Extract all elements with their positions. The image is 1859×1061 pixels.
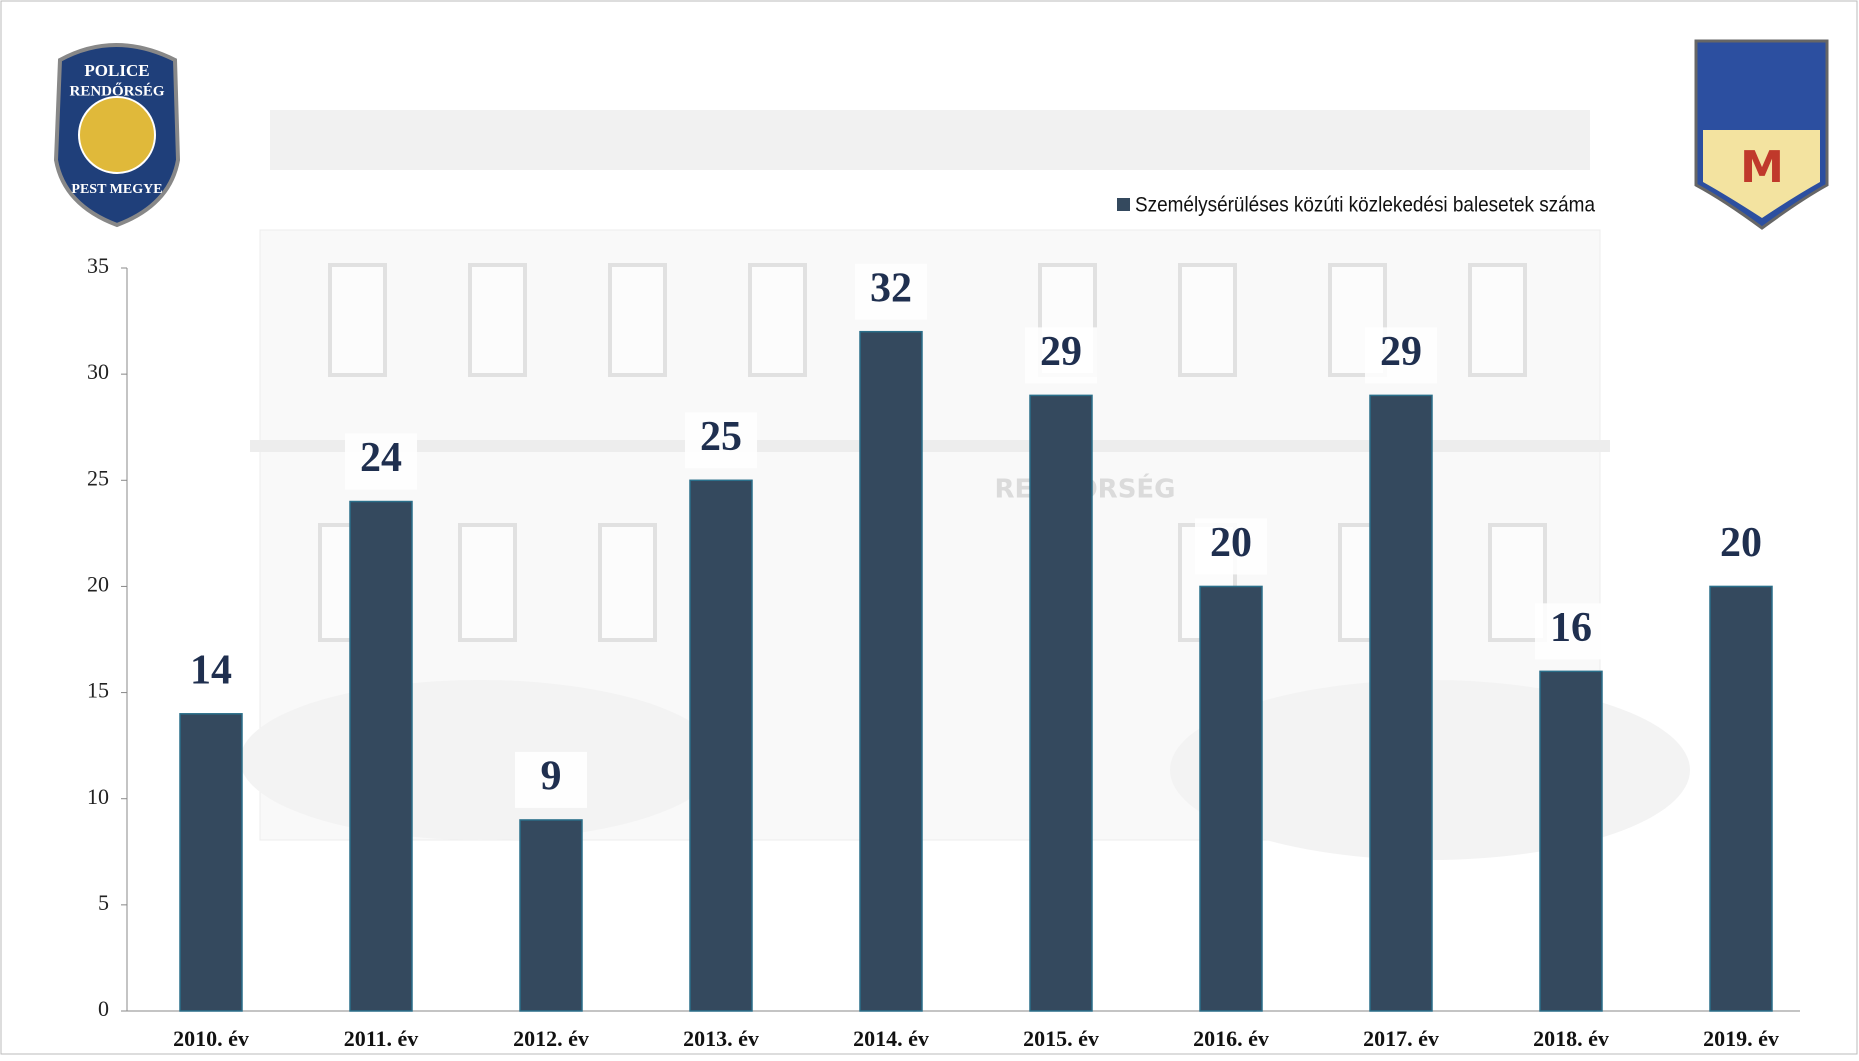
logo-text: M <box>1740 142 1784 193</box>
value-label: 20 <box>1210 520 1252 566</box>
bar <box>1710 586 1772 1011</box>
bar <box>350 502 412 1011</box>
legend-label: Személysérüléses közúti közlekedési bale… <box>1135 194 1595 217</box>
x-tick-label: 2012. év <box>513 1026 589 1051</box>
x-tick-label: 2018. év <box>1533 1026 1609 1051</box>
value-label: 29 <box>1040 329 1082 375</box>
value-label: 29 <box>1380 329 1422 375</box>
bar <box>1370 395 1432 1011</box>
legend-swatch <box>1117 198 1130 211</box>
x-tick-label: 2016. év <box>1193 1026 1269 1051</box>
value-label: 20 <box>1720 520 1762 566</box>
value-label: 14 <box>190 647 232 693</box>
y-tick-label: 10 <box>87 784 109 809</box>
value-label: 32 <box>870 265 912 311</box>
value-label: 9 <box>541 754 562 800</box>
logo-text: RENDŐRSÉG <box>69 82 164 99</box>
bar <box>1200 586 1262 1011</box>
chart: RENDŐRSÉG POLICE RENDŐRSÉG PEST MEGYE M … <box>0 0 1859 1056</box>
y-tick-label: 5 <box>98 890 109 915</box>
x-tick-label: 2010. év <box>173 1026 249 1051</box>
bar <box>180 714 242 1011</box>
value-label: 16 <box>1550 605 1592 651</box>
x-tick-label: 2013. év <box>683 1026 759 1051</box>
bar <box>860 332 922 1011</box>
bar <box>520 820 582 1011</box>
bar <box>1030 395 1092 1011</box>
logo-text: PEST MEGYE <box>71 182 162 197</box>
police-logo: POLICE RENDŐRSÉG PEST MEGYE <box>56 45 178 225</box>
bar <box>1540 671 1602 1011</box>
logo-text: POLICE <box>84 61 149 80</box>
page: RENDŐRSÉG POLICE RENDŐRSÉG PEST MEGYE M … <box>0 0 1859 1056</box>
y-tick-label: 15 <box>87 678 109 703</box>
value-label: 25 <box>700 414 742 460</box>
x-tick-label: 2019. év <box>1703 1026 1779 1051</box>
y-tick-label: 35 <box>87 253 109 278</box>
x-tick-label: 2017. év <box>1363 1026 1439 1051</box>
y-tick-label: 0 <box>98 996 109 1021</box>
x-tick-label: 2015. év <box>1023 1026 1099 1051</box>
y-tick-label: 25 <box>87 465 109 490</box>
value-label: 24 <box>360 435 402 481</box>
y-tick-label: 30 <box>87 359 109 384</box>
x-tick-label: 2011. év <box>344 1026 419 1051</box>
bar <box>690 480 752 1011</box>
x-tick-label: 2014. év <box>853 1026 929 1051</box>
y-tick-label: 20 <box>87 571 109 596</box>
